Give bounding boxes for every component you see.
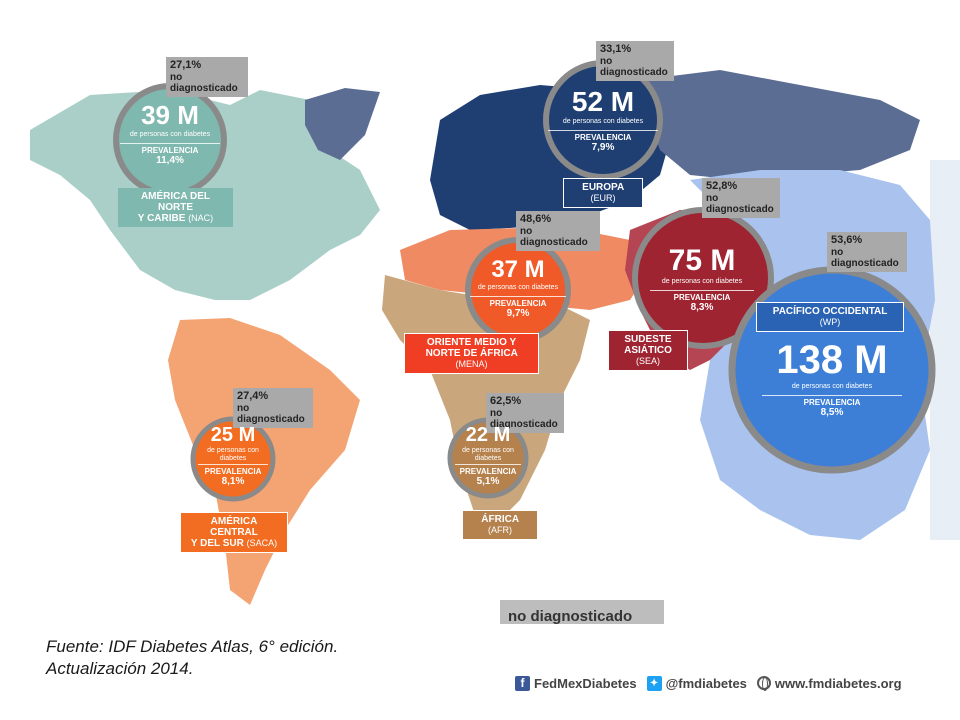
nac-prev-label: PREVALENCIA — [120, 142, 220, 155]
nac-undiagnosed-box: 27,1% no diagnosticado — [166, 57, 248, 97]
sea-name-line2: ASIÁTICO — [624, 345, 672, 356]
wp-undiagnosed-label: no diagnosticado — [831, 246, 899, 270]
nac-name-line2: Y CARIBE — [137, 213, 186, 224]
nac-name-label: AMÉRICA DEL NORTE Y CARIBE (NAC) — [118, 188, 233, 227]
wp-prev-label: PREVALENCIA — [762, 394, 902, 407]
cutoff-undiagnosed-text: no diagnosticado — [508, 608, 633, 624]
wp-undiagnosed-box: 53,6% no diagnosticado — [827, 232, 907, 272]
sea-undiagnosed-box: 52,8% no diagnosticado — [702, 178, 780, 218]
sea-prev-label: PREVALENCIA — [650, 289, 754, 302]
facebook-icon: f — [515, 675, 530, 691]
mena-circle-text: 37 M de personas con diabetes PREVALENCI… — [470, 256, 566, 319]
web-link[interactable]: www.fmdiabetes.org — [756, 675, 902, 691]
wp-code: (WP) — [819, 317, 841, 327]
sea-circle-text: 75 M de personas con diabetes PREVALENCI… — [650, 244, 754, 313]
mena-name-line1: ORIENTE MEDIO Y — [426, 337, 517, 348]
afr-undiagnosed-pct: 62,5% — [490, 395, 522, 407]
twitter-label: @fmdiabetes — [665, 675, 747, 691]
web-label: www.fmdiabetes.org — [774, 675, 902, 691]
afr-name-label: ÁFRICA (AFR) — [462, 510, 538, 540]
wp-undiagnosed-pct: 53,6% — [831, 234, 863, 246]
afr-prev: 5,1% — [476, 476, 500, 488]
eur-name-label: EUROPA (EUR) — [563, 178, 643, 208]
social-footer: f FedMexDiabetes ✦ @fmdiabetes www.fmdia… — [515, 672, 902, 694]
saca-circle-text: 25 M de personas con diabetes PREVALENCI… — [198, 424, 268, 487]
russia-shape — [640, 70, 920, 180]
mena-prev: 9,7% — [506, 307, 530, 319]
saca-name-line1: AMÉRICA CENTRAL — [210, 516, 258, 538]
sea-prev: 8,3% — [690, 301, 714, 313]
nac-undiagnosed-pct: 27,1% — [170, 59, 202, 71]
sea-code: (SEA) — [635, 356, 660, 366]
sea-sub: de personas con diabetes — [661, 278, 743, 285]
eur-prev: 7,9% — [591, 141, 615, 153]
nac-sub: de personas con diabetes — [129, 131, 211, 138]
mena-prev-label: PREVALENCIA — [470, 295, 566, 308]
eur-undiagnosed-label: no diagnosticado — [600, 55, 668, 79]
twitter-icon: ✦ — [646, 675, 662, 691]
twitter-link[interactable]: ✦ @fmdiabetes — [646, 675, 747, 691]
afr-code: (AFR) — [488, 525, 512, 535]
facebook-link[interactable]: f FedMexDiabetes — [515, 675, 637, 691]
cutoff-undiagnosed-box: no diagnosticado — [500, 600, 664, 624]
source-line1: Fuente: IDF Diabetes Atlas, 6° edición. — [46, 637, 339, 656]
saca-name-line2: Y DEL SUR — [190, 538, 244, 549]
nac-prev: 11,4% — [156, 154, 184, 166]
afr-name-line1: ÁFRICA — [481, 514, 519, 525]
source-citation: Fuente: IDF Diabetes Atlas, 6° edición. … — [46, 636, 338, 680]
saca-name-label: AMÉRICA CENTRAL Y DEL SUR (SACA) — [180, 512, 288, 553]
afr-total: 22 M — [465, 424, 511, 446]
saca-total: 25 M — [210, 424, 256, 446]
greenland-shape — [305, 88, 380, 160]
wp-sub: de personas con diabetes — [791, 383, 873, 390]
mena-code: (MENA) — [455, 359, 488, 369]
eur-total: 52 M — [571, 86, 635, 117]
saca-undiagnosed-pct: 27,4% — [237, 390, 269, 402]
saca-prev: 8,1% — [221, 476, 245, 488]
mena-undiagnosed-label: no diagnosticado — [520, 225, 588, 249]
wp-circle-text: 138 M de personas con diabetes PREVALENC… — [762, 338, 902, 418]
wp-total: 138 M — [776, 338, 888, 382]
eur-sub: de personas con diabetes — [562, 118, 644, 125]
nac-total: 39 M — [141, 100, 199, 130]
edge-shade — [930, 160, 960, 540]
eur-prev-label: PREVALENCIA — [548, 129, 658, 142]
wp-prev: 8,5% — [820, 406, 844, 418]
sea-name-label: SUDESTE ASIÁTICO (SEA) — [608, 330, 688, 371]
afr-circle-text: 22 M de personas con diabetes PREVALENCI… — [455, 424, 521, 487]
sea-undiagnosed-pct: 52,8% — [706, 180, 738, 192]
sea-undiagnosed-label: no diagnosticado — [706, 192, 774, 216]
nac-name-line1: AMÉRICA DEL NORTE — [140, 191, 211, 213]
facebook-label: FedMexDiabetes — [534, 675, 637, 691]
wp-name-label: PACÍFICO OCCIDENTAL (WP) — [756, 302, 904, 332]
mena-sub: de personas con diabetes — [477, 284, 559, 291]
eur-undiagnosed-box: 33,1% no diagnosticado — [596, 41, 674, 81]
sea-total: 75 M — [668, 244, 736, 277]
eur-undiagnosed-pct: 33,1% — [600, 43, 632, 55]
globe-icon — [756, 676, 771, 691]
afr-undiagnosed-label: no diagnosticado — [490, 407, 558, 431]
saca-code: (SACA) — [246, 538, 278, 548]
afr-prev-label: PREVALENCIA — [455, 464, 521, 476]
mena-name-label: ORIENTE MEDIO Y NORTE DE ÁFRICA (MENA) — [404, 333, 539, 374]
mena-undiagnosed-pct: 48,6% — [520, 213, 552, 225]
sea-name-line1: SUDESTE — [624, 334, 672, 345]
afr-undiagnosed-box: 62,5% no diagnosticado — [486, 393, 564, 433]
saca-undiagnosed-box: 27,4% no diagnosticado — [233, 388, 313, 428]
afr-sub: de personas con diabetes — [462, 447, 514, 462]
eur-name-line1: EUROPA — [582, 182, 624, 193]
mena-name-line2: NORTE DE ÁFRICA — [425, 348, 518, 359]
eur-circle-text: 52 M de personas con diabetes PREVALENCI… — [548, 86, 658, 153]
saca-sub: de personas con diabetes — [207, 447, 259, 462]
mena-undiagnosed-box: 48,6% no diagnosticado — [516, 211, 600, 251]
wp-name-line1: PACÍFICO OCCIDENTAL — [772, 306, 888, 317]
saca-prev-label: PREVALENCIA — [198, 464, 268, 476]
nac-code: (NAC) — [188, 213, 214, 223]
saca-undiagnosed-label: no diagnosticado — [237, 402, 305, 426]
nac-circle-text: 39 M de personas con diabetes PREVALENCI… — [120, 100, 220, 166]
eur-code: (EUR) — [590, 193, 616, 203]
mena-total: 37 M — [491, 256, 545, 283]
source-line2: Actualización 2014. — [46, 659, 194, 678]
nac-undiagnosed-label: no diagnosticado — [170, 71, 238, 95]
